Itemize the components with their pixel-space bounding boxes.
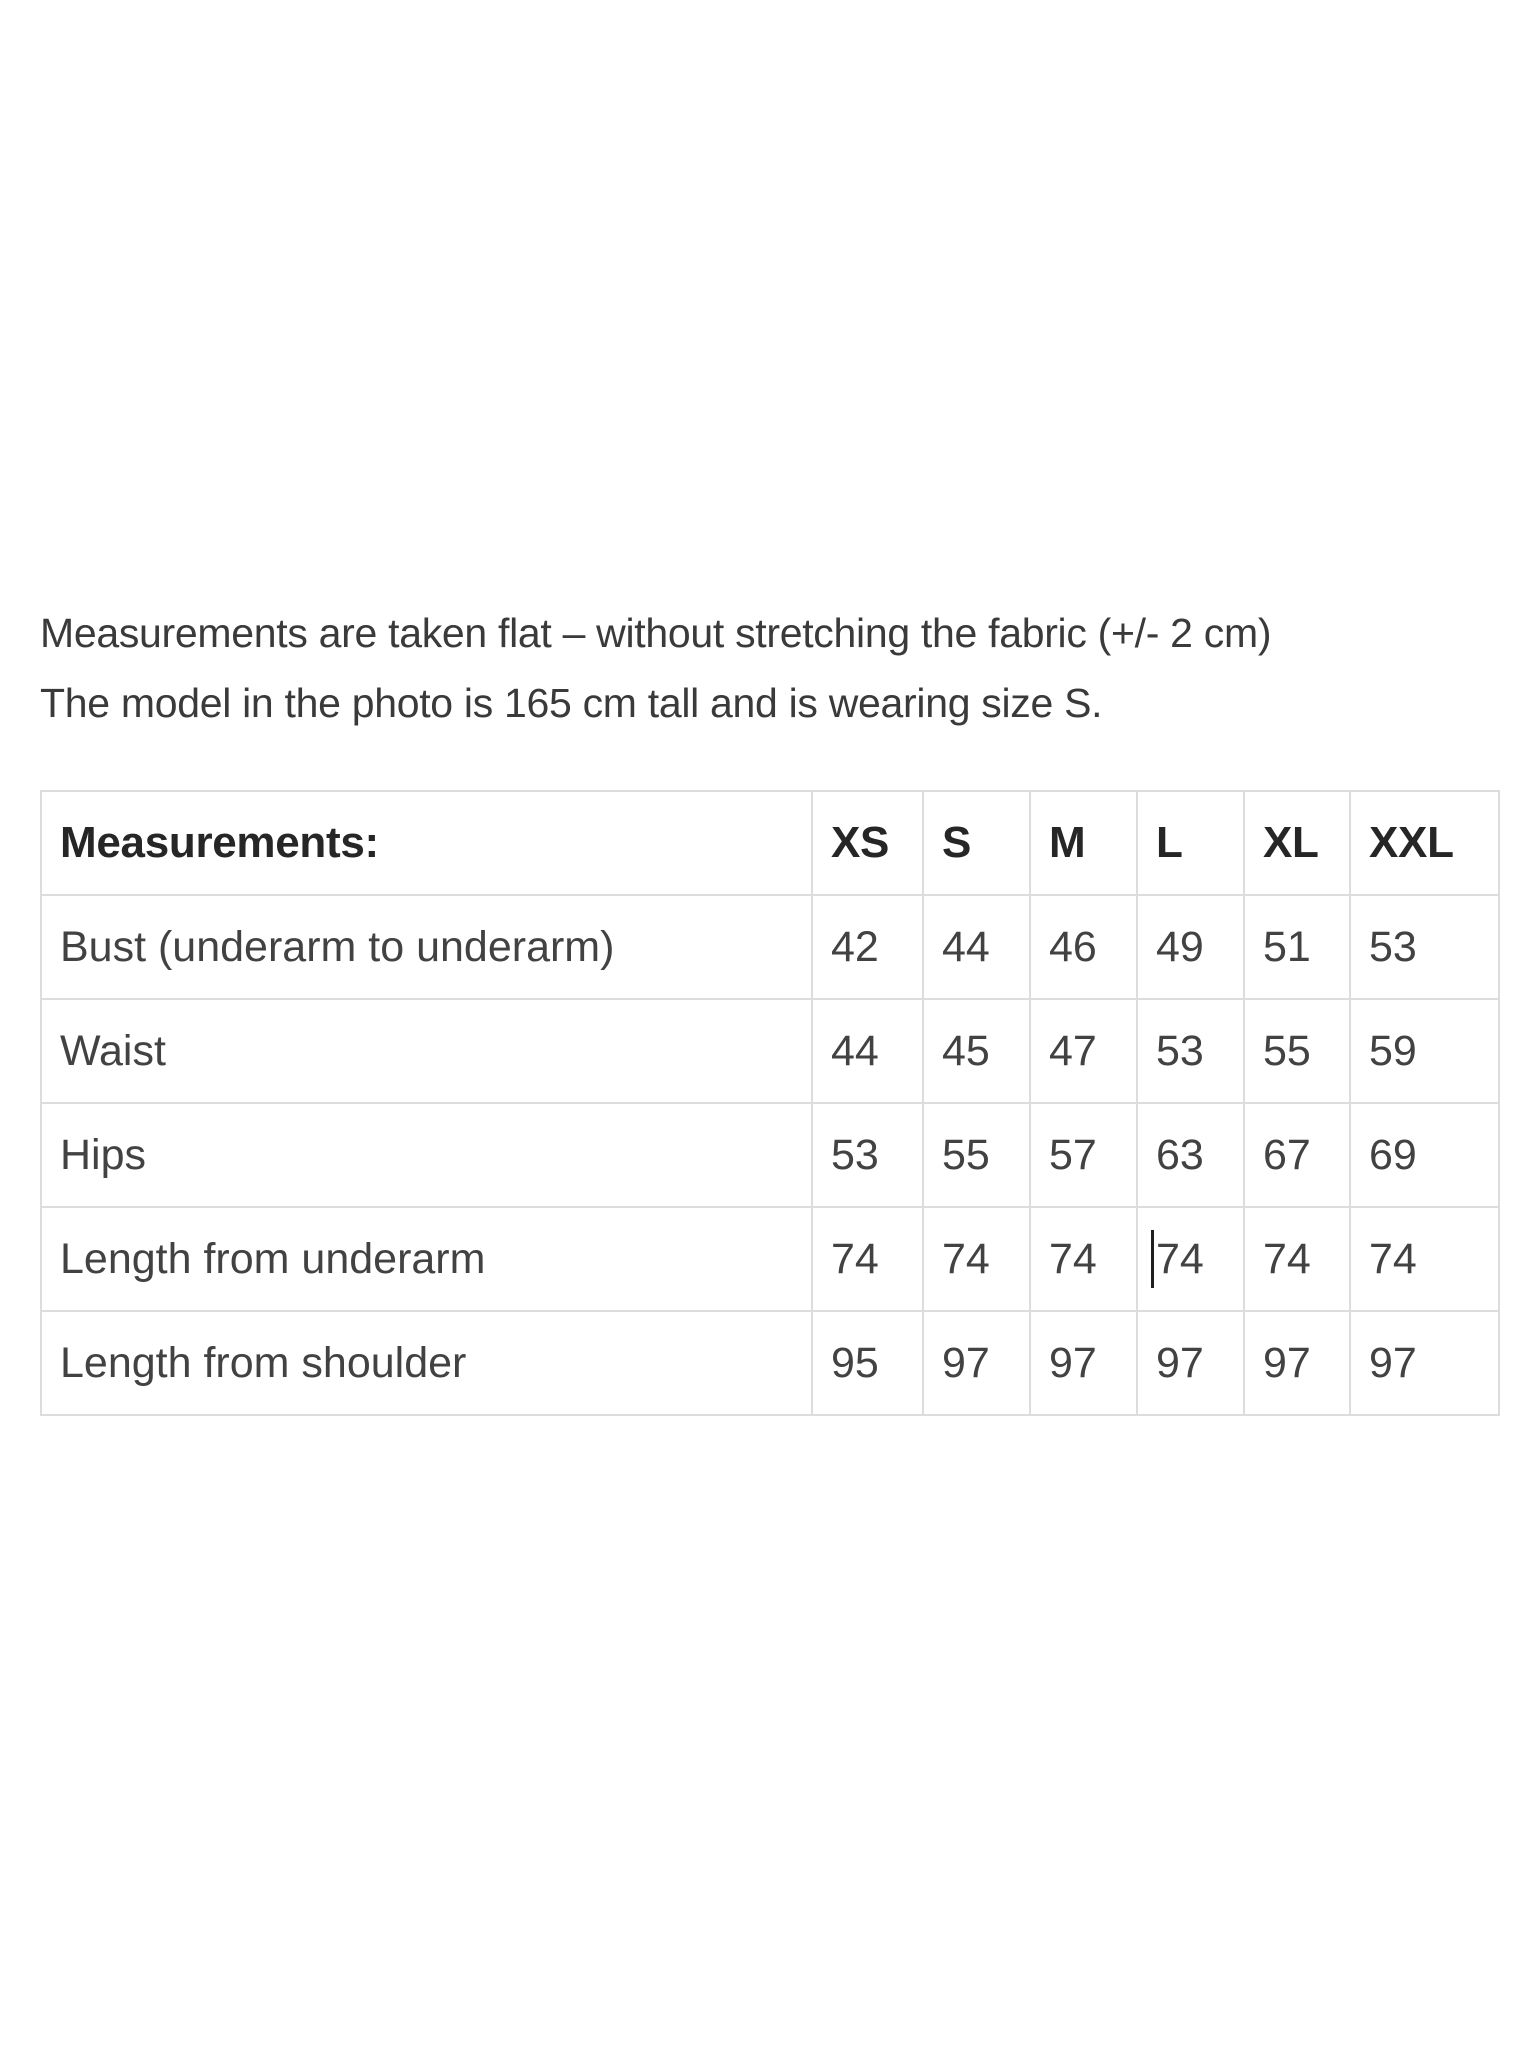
- table-body: Bust (underarm to underarm) 42 44 46 49 51 53 W…: [40, 894, 1500, 1416]
- value-cell: 63: [1136, 1102, 1245, 1208]
- value-cell: 74: [1029, 1206, 1138, 1312]
- value-cell: 53: [1349, 894, 1500, 1000]
- value-cell: 74: [922, 1206, 1031, 1312]
- header-cell-m: M: [1029, 790, 1138, 896]
- row-label-cell: Length from underarm: [40, 1206, 813, 1312]
- value-cell-active[interactable]: 74: [1136, 1206, 1245, 1312]
- header-cell-xl: XL: [1243, 790, 1351, 896]
- table-row: Hips 53 55 57 63 67 69: [40, 1102, 1500, 1208]
- value-cell: 45: [922, 998, 1031, 1104]
- table-row: Bust (underarm to underarm) 42 44 46 49 51 53: [40, 894, 1500, 1000]
- header-cell-measurements: Measurements:: [40, 790, 813, 896]
- value-cell: 67: [1243, 1102, 1351, 1208]
- value-cell: 95: [811, 1310, 924, 1416]
- value-cell: 55: [1243, 998, 1351, 1104]
- value-cell: 46: [1029, 894, 1138, 1000]
- table-row: Waist 44 45 47 53 55 59: [40, 998, 1500, 1104]
- value-cell: 42: [811, 894, 924, 1000]
- value-cell: 51: [1243, 894, 1351, 1000]
- text-caret: [1151, 1230, 1154, 1288]
- value-cell: 53: [1136, 998, 1245, 1104]
- value-cell: 57: [1029, 1102, 1138, 1208]
- value-cell: 44: [811, 998, 924, 1104]
- table-row: Length from shoulder 95 97 97 97 97 97: [40, 1310, 1500, 1416]
- value-cell: 59: [1349, 998, 1500, 1104]
- intro-line-2: The model in the photo is 165 cm tall an…: [40, 680, 1103, 726]
- header-cell-xxl: XXL: [1349, 790, 1500, 896]
- value-cell: 97: [1243, 1310, 1351, 1416]
- value-cell: 69: [1349, 1102, 1500, 1208]
- value-cell: 49: [1136, 894, 1245, 1000]
- value-cell: 97: [1029, 1310, 1138, 1416]
- value-cell: 74: [811, 1206, 924, 1312]
- value-cell: 47: [1029, 998, 1138, 1104]
- header-cell-s: S: [922, 790, 1031, 896]
- intro-line-1: Measurements are taken flat – without st…: [40, 610, 1272, 656]
- value-cell: 97: [1349, 1310, 1500, 1416]
- value-cell: 97: [922, 1310, 1031, 1416]
- row-label-cell: Length from shoulder: [40, 1310, 813, 1416]
- table-row: Length from underarm 74 74 74 74 74 74: [40, 1206, 1500, 1312]
- value-cell: 44: [922, 894, 1031, 1000]
- header-cell-xs: XS: [811, 790, 924, 896]
- value-cell: 97: [1136, 1310, 1245, 1416]
- cell-value: 74: [1156, 1234, 1204, 1283]
- value-cell: 74: [1243, 1206, 1351, 1312]
- value-cell: 53: [811, 1102, 924, 1208]
- size-table: Measurements: XS S M L XL XXL Bust (underarm t…: [40, 790, 1500, 1416]
- row-label-cell: Bust (underarm to underarm): [40, 894, 813, 1000]
- row-label-cell: Waist: [40, 998, 813, 1104]
- table-header-row: Measurements: XS S M L XL XXL: [40, 790, 1500, 896]
- intro-paragraph: Measurements are taken flat – without st…: [40, 598, 1510, 738]
- value-cell: 55: [922, 1102, 1031, 1208]
- header-cell-l: L: [1136, 790, 1245, 896]
- row-label-cell: Hips: [40, 1102, 813, 1208]
- value-cell: 74: [1349, 1206, 1500, 1312]
